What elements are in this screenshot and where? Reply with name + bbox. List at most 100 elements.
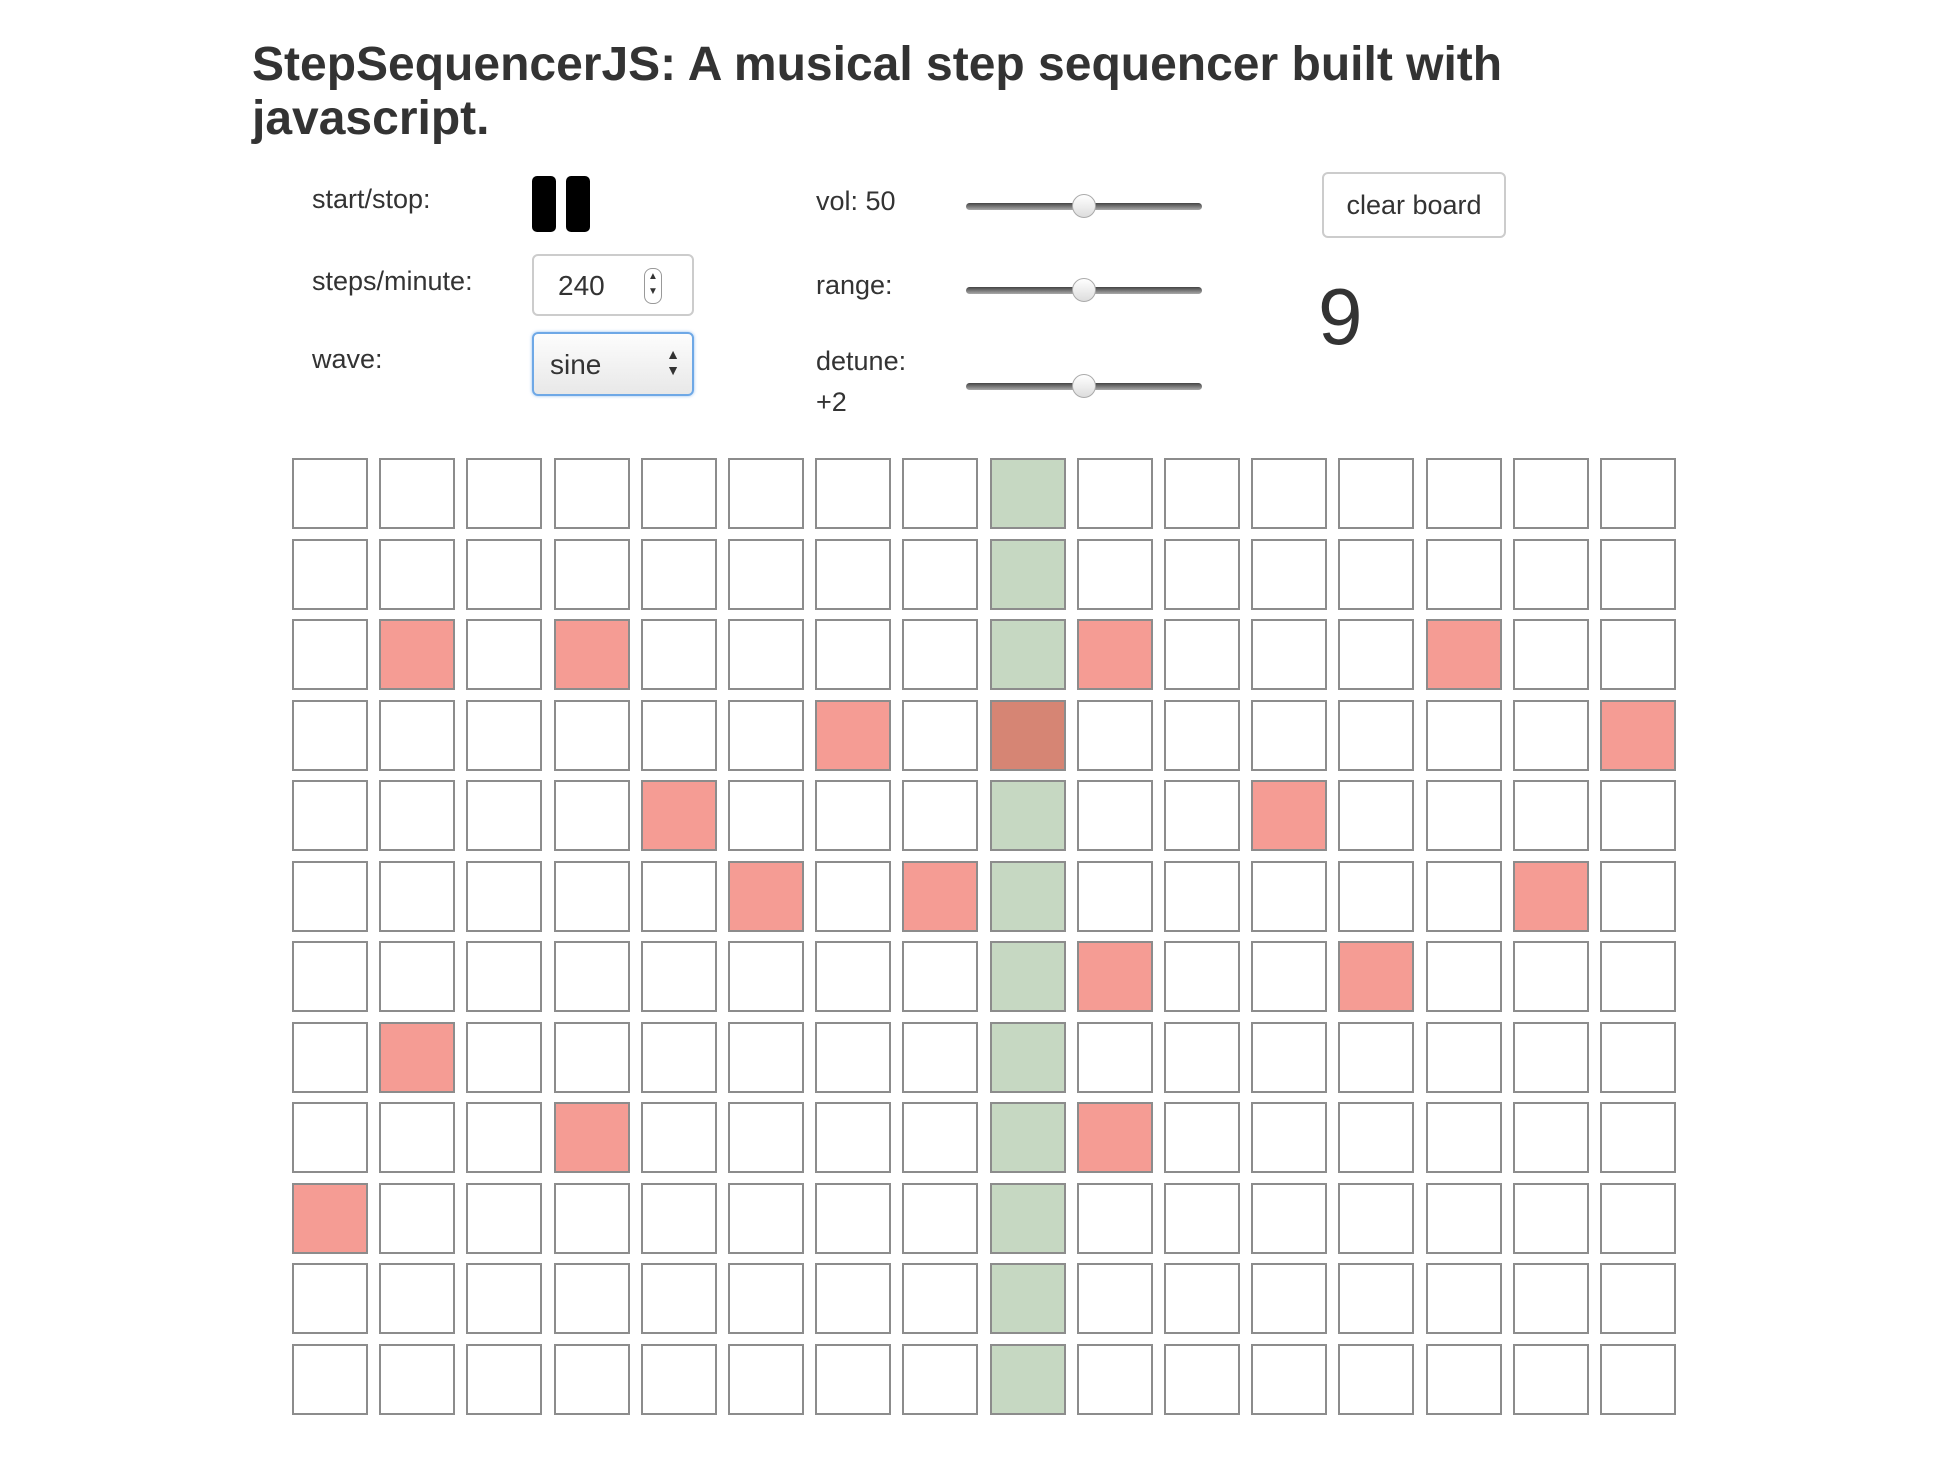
grid-cell[interactable]: [466, 619, 542, 690]
grid-cell[interactable]: [1426, 1344, 1502, 1415]
grid-cell[interactable]: [990, 941, 1066, 1012]
grid-cell[interactable]: [1513, 861, 1589, 932]
grid-cell[interactable]: [292, 700, 368, 771]
grid-cell[interactable]: [1338, 861, 1414, 932]
grid-cell[interactable]: [815, 780, 891, 851]
grid-cell[interactable]: [1077, 780, 1153, 851]
grid-cell[interactable]: [990, 619, 1066, 690]
grid-cell[interactable]: [641, 700, 717, 771]
grid-cell[interactable]: [1600, 1263, 1676, 1334]
grid-cell[interactable]: [902, 941, 978, 1012]
grid-cell[interactable]: [554, 1102, 630, 1173]
grid-cell[interactable]: [728, 458, 804, 529]
grid-cell[interactable]: [466, 539, 542, 610]
grid-cell[interactable]: [1600, 780, 1676, 851]
grid-cell[interactable]: [902, 700, 978, 771]
detune-slider-thumb[interactable]: [1072, 374, 1096, 398]
grid-cell[interactable]: [1077, 1183, 1153, 1254]
grid-cell[interactable]: [292, 941, 368, 1012]
grid-cell[interactable]: [292, 1102, 368, 1173]
grid-cell[interactable]: [815, 700, 891, 771]
grid-cell[interactable]: [379, 861, 455, 932]
grid-cell[interactable]: [554, 619, 630, 690]
pause-button[interactable]: [532, 176, 592, 232]
grid-cell[interactable]: [1251, 619, 1327, 690]
grid-cell[interactable]: [292, 1183, 368, 1254]
grid-cell[interactable]: [1426, 780, 1502, 851]
grid-cell[interactable]: [1600, 700, 1676, 771]
grid-cell[interactable]: [728, 780, 804, 851]
grid-cell[interactable]: [554, 700, 630, 771]
grid-cell[interactable]: [466, 1344, 542, 1415]
grid-cell[interactable]: [1077, 941, 1153, 1012]
grid-cell[interactable]: [1513, 1344, 1589, 1415]
grid-cell[interactable]: [990, 1344, 1066, 1415]
grid-cell[interactable]: [728, 700, 804, 771]
grid-cell[interactable]: [902, 780, 978, 851]
grid-cell[interactable]: [641, 619, 717, 690]
grid-cell[interactable]: [1600, 1022, 1676, 1093]
grid-cell[interactable]: [1513, 619, 1589, 690]
grid-cell[interactable]: [1600, 619, 1676, 690]
grid-cell[interactable]: [1338, 619, 1414, 690]
grid-cell[interactable]: [641, 1344, 717, 1415]
grid-cell[interactable]: [902, 458, 978, 529]
grid-cell[interactable]: [1513, 1183, 1589, 1254]
grid-cell[interactable]: [728, 1022, 804, 1093]
grid-cell[interactable]: [1077, 539, 1153, 610]
grid-cell[interactable]: [1338, 458, 1414, 529]
grid-cell[interactable]: [1077, 1102, 1153, 1173]
grid-cell[interactable]: [292, 1263, 368, 1334]
grid-cell[interactable]: [1338, 1183, 1414, 1254]
grid-cell[interactable]: [902, 861, 978, 932]
grid-cell[interactable]: [379, 700, 455, 771]
grid-cell[interactable]: [1251, 700, 1327, 771]
grid-cell[interactable]: [990, 1102, 1066, 1173]
grid-cell[interactable]: [1164, 1183, 1240, 1254]
grid-cell[interactable]: [1600, 539, 1676, 610]
grid-cell[interactable]: [815, 1102, 891, 1173]
grid-cell[interactable]: [641, 1183, 717, 1254]
grid-cell[interactable]: [292, 1344, 368, 1415]
grid-cell[interactable]: [990, 1022, 1066, 1093]
grid-cell[interactable]: [1513, 458, 1589, 529]
grid-cell[interactable]: [466, 1183, 542, 1254]
grid-cell[interactable]: [379, 941, 455, 1012]
grid-cell[interactable]: [379, 1344, 455, 1415]
grid-cell[interactable]: [1338, 1344, 1414, 1415]
grid-cell[interactable]: [728, 1183, 804, 1254]
grid-cell[interactable]: [1600, 1344, 1676, 1415]
grid-cell[interactable]: [554, 458, 630, 529]
grid-cell[interactable]: [292, 780, 368, 851]
grid-cell[interactable]: [1338, 941, 1414, 1012]
grid-cell[interactable]: [554, 1263, 630, 1334]
grid-cell[interactable]: [554, 941, 630, 1012]
grid-cell[interactable]: [466, 458, 542, 529]
wave-select[interactable]: sine ▲ ▼: [532, 332, 694, 396]
grid-cell[interactable]: [1600, 1102, 1676, 1173]
grid-cell[interactable]: [1164, 780, 1240, 851]
grid-cell[interactable]: [1513, 780, 1589, 851]
range-slider[interactable]: [966, 278, 1202, 302]
grid-cell[interactable]: [815, 1183, 891, 1254]
grid-cell[interactable]: [1164, 700, 1240, 771]
grid-cell[interactable]: [990, 1263, 1066, 1334]
grid-cell[interactable]: [554, 539, 630, 610]
grid-cell[interactable]: [379, 1102, 455, 1173]
grid-cell[interactable]: [466, 941, 542, 1012]
grid-cell[interactable]: [379, 458, 455, 529]
grid-cell[interactable]: [1164, 861, 1240, 932]
grid-cell[interactable]: [815, 1263, 891, 1334]
grid-cell[interactable]: [1600, 941, 1676, 1012]
grid-cell[interactable]: [815, 619, 891, 690]
grid-cell[interactable]: [815, 458, 891, 529]
grid-cell[interactable]: [292, 539, 368, 610]
grid-cell[interactable]: [292, 619, 368, 690]
grid-cell[interactable]: [1077, 619, 1153, 690]
grid-cell[interactable]: [554, 1183, 630, 1254]
grid-cell[interactable]: [815, 539, 891, 610]
grid-cell[interactable]: [1077, 1344, 1153, 1415]
grid-cell[interactable]: [1600, 458, 1676, 529]
grid-cell[interactable]: [1426, 619, 1502, 690]
grid-cell[interactable]: [641, 458, 717, 529]
